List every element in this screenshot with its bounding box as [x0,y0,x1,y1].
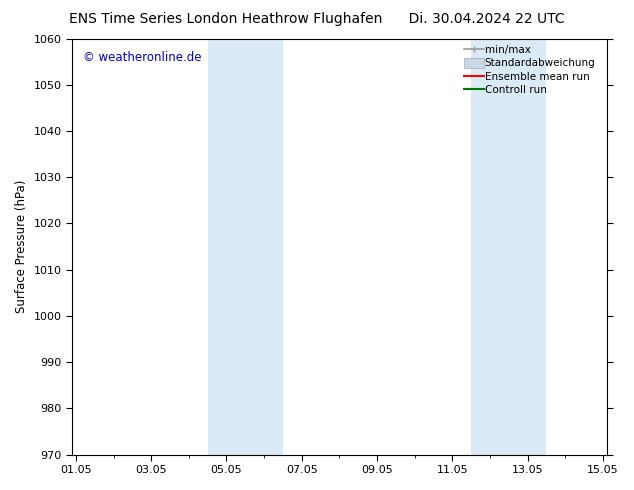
Y-axis label: Surface Pressure (hPa): Surface Pressure (hPa) [15,180,28,313]
Bar [207,39,283,455]
Text: © weatheronline.de: © weatheronline.de [83,51,201,64]
Text: ENS Time Series London Heathrow Flughafen      Di. 30.04.2024 22 UTC: ENS Time Series London Heathrow Flughafe… [69,12,565,26]
Legend: min/max, Standardabweichung, Ensemble mean run, Controll run: min/max, Standardabweichung, Ensemble me… [460,41,605,99]
Bar [471,39,547,455]
